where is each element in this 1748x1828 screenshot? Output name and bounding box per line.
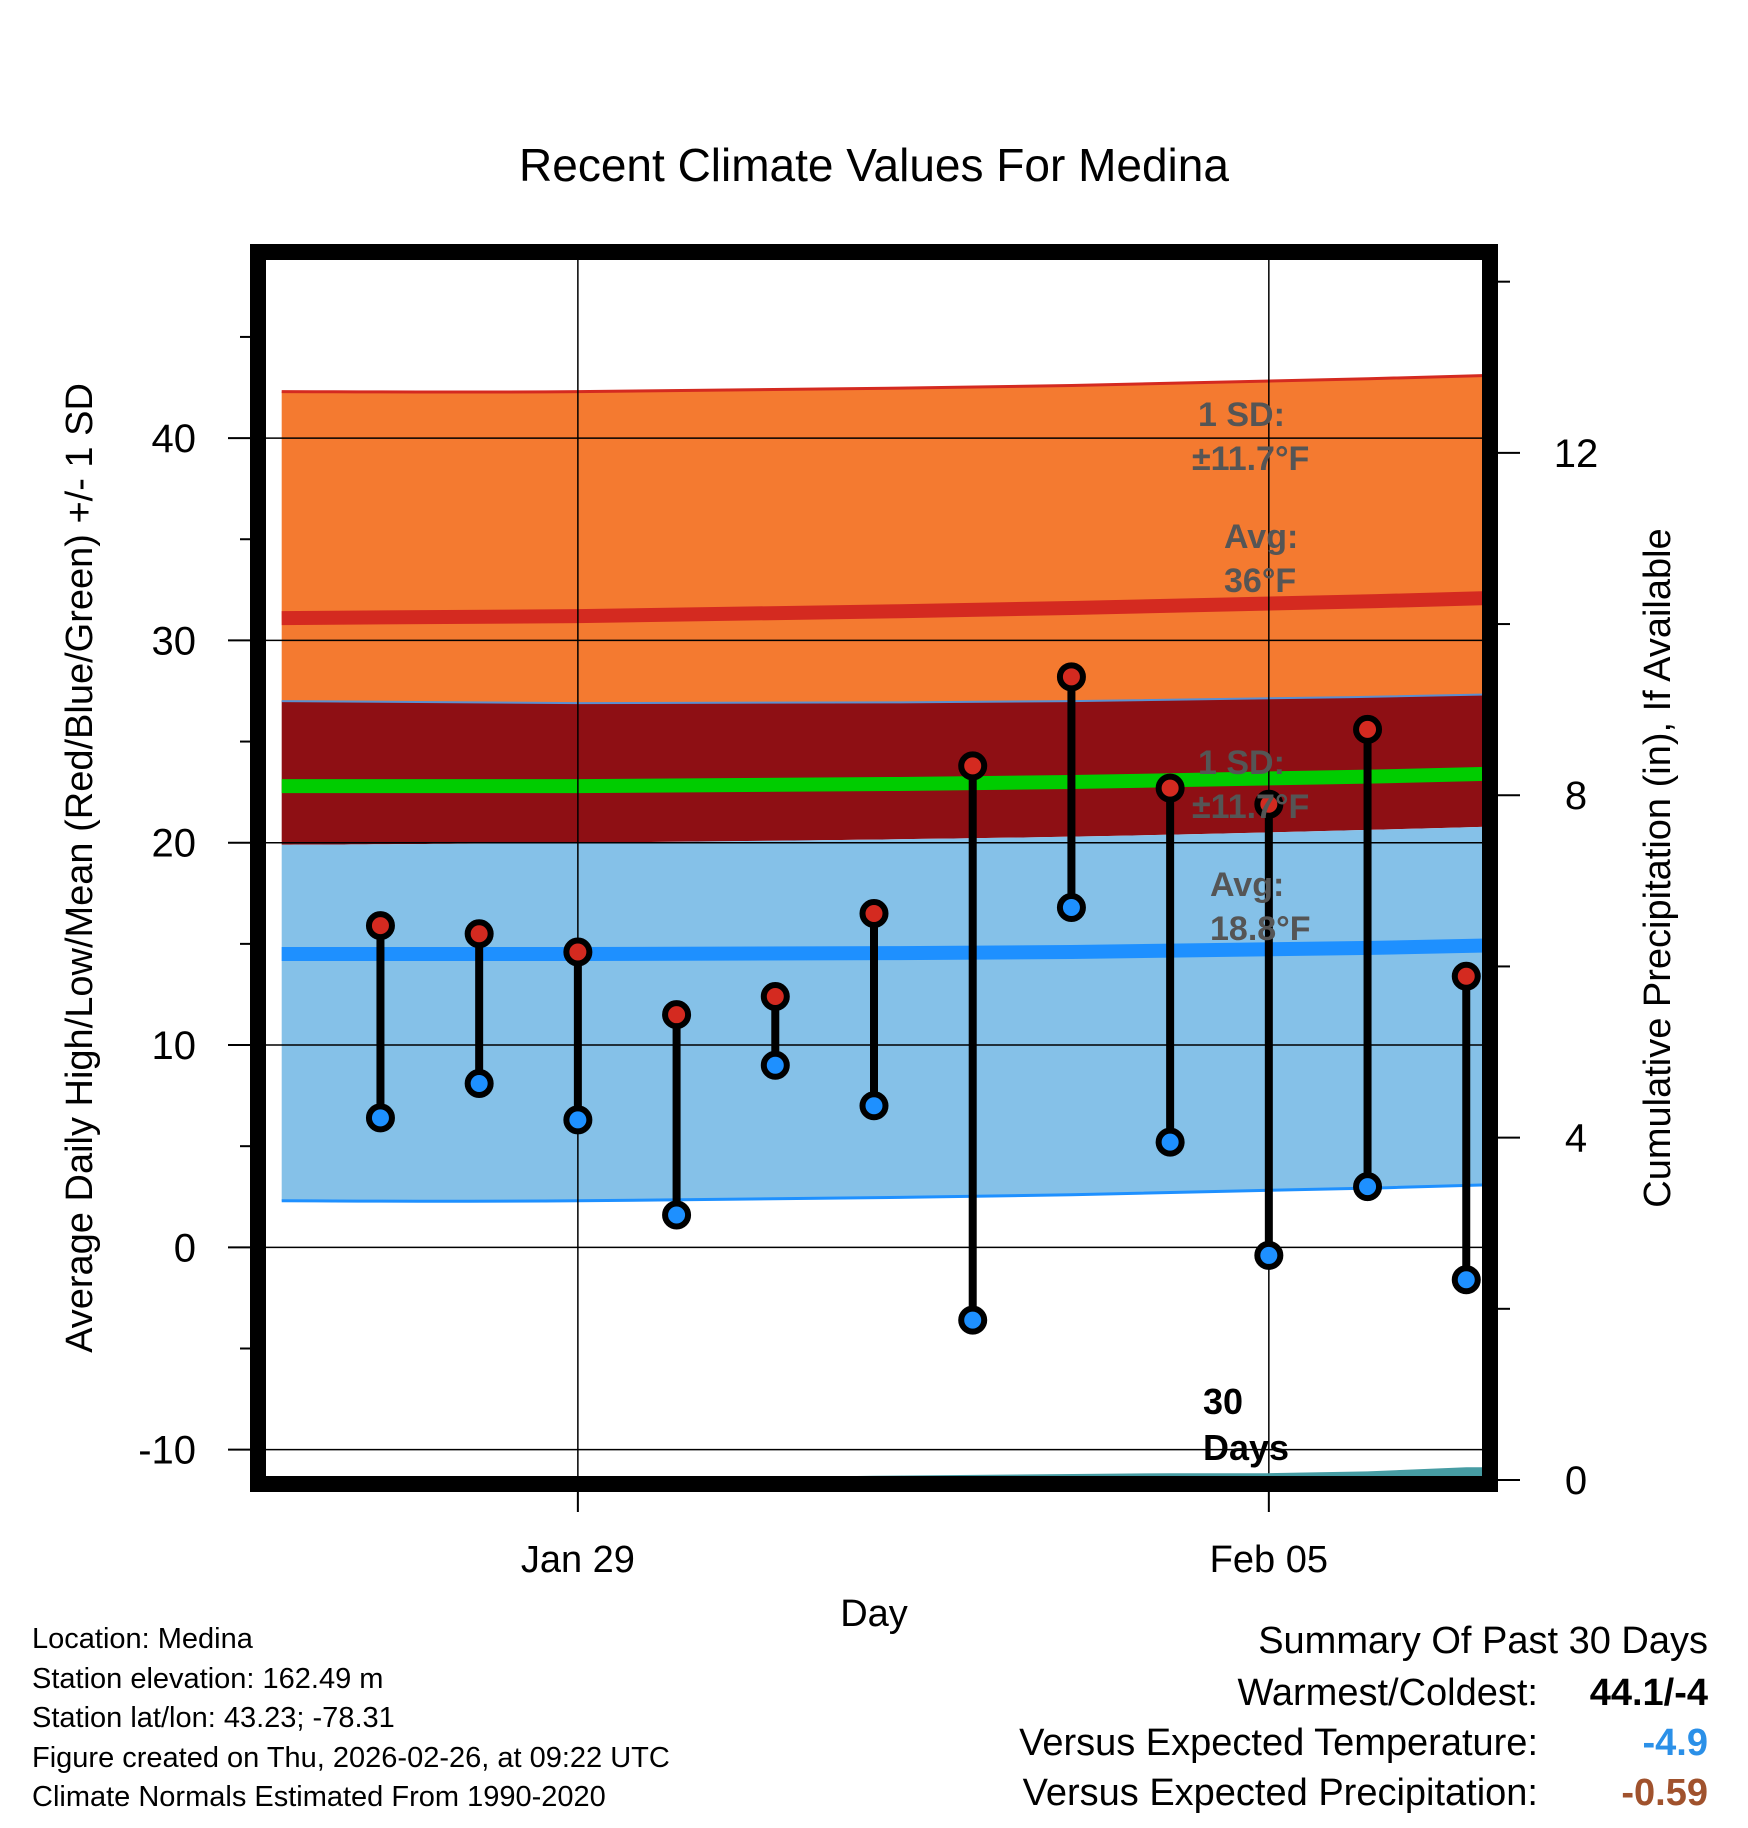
y-axis-label: Average Daily High/Low/Mean (Red/Blue/Gr…: [59, 383, 101, 1353]
days-label-number: 30: [1203, 1381, 1243, 1422]
normal-bands: [281, 374, 1486, 1203]
low-lower-line: [281, 1183, 1486, 1203]
low-marker: [1353, 1172, 1383, 1202]
low-marker: [1254, 1240, 1284, 1270]
annotation-layer: 1 SD: ±11.7°F Avg: 36°F 1 SD: ±11.7°F Av…: [1192, 396, 1311, 1468]
low-marker: [859, 1091, 889, 1121]
low-sd-label: 1 SD:: [1198, 744, 1285, 782]
y-tick-label: 40: [152, 417, 197, 461]
y2-axis-label: Cumulative Precipitation (in), If Availa…: [1637, 528, 1679, 1207]
elevation-text: Station elevation: 162.49 m: [32, 1662, 384, 1695]
low-marker: [1652, 1317, 1675, 1340]
precip-label: Versus Expected Precipitation:: [1022, 1772, 1538, 1814]
low-mean-line: [281, 938, 1486, 962]
high-sd-label: 1 SD:: [1198, 396, 1285, 434]
x-tick-label: Feb 05: [1210, 1539, 1328, 1581]
high-marker: [760, 981, 790, 1011]
days-label-text: Days: [1203, 1427, 1289, 1468]
high-avg-label: Avg:: [1224, 518, 1298, 556]
y-tick-label: 10: [152, 1024, 197, 1068]
low-marker: [1553, 1270, 1576, 1293]
created-text: Figure created on Thu, 2026-02-26, at 09…: [32, 1741, 670, 1774]
temp-value: -4.9: [1642, 1722, 1708, 1764]
high-marker: [1353, 714, 1383, 744]
station-info: Location: Medina Station elevation: 162.…: [32, 1620, 670, 1818]
summary-row-warmest: Warmest/Coldest: 44.1/-4: [1019, 1672, 1708, 1722]
temp-label: Versus Expected Temperature:: [1019, 1722, 1538, 1764]
y2-tick-label: 4: [1565, 1117, 1587, 1161]
summary-title: Summary Of Past 30 Days: [1258, 1620, 1708, 1662]
high-marker: [1155, 773, 1185, 803]
plot-area: 1 SD: ±11.7°F Avg: 36°F 1 SD: ±11.7°F Av…: [262, 256, 1675, 1480]
low-marker: [1056, 892, 1086, 922]
y-tick-label: -10: [138, 1429, 196, 1473]
low-marker: [1451, 1265, 1481, 1295]
summary-row-precip: Versus Expected Precipitation: -0.59: [1019, 1772, 1708, 1822]
location-text: Location: Medina: [32, 1623, 253, 1655]
chart-title: Recent Climate Values For Medina: [519, 139, 1229, 191]
high-sd-value: ±11.7°F: [1192, 440, 1309, 478]
y-tick-label: 20: [152, 822, 197, 866]
high-mean-line: [281, 591, 1486, 626]
normals-text: Climate Normals Estimated From 1990-2020: [32, 1781, 606, 1813]
low-marker: [563, 1105, 593, 1135]
high-marker: [1056, 662, 1086, 692]
low-marker: [760, 1050, 790, 1080]
low-sd-value: ±11.7°F: [1192, 788, 1309, 826]
warmest-label: Warmest/Coldest:: [1237, 1672, 1538, 1714]
y-tick-label: 30: [152, 619, 197, 663]
precip-value: -0.59: [1621, 1772, 1708, 1814]
low-marker: [365, 1103, 395, 1133]
low-marker: [662, 1200, 692, 1230]
high-marker: [464, 919, 494, 949]
high-marker: [859, 899, 889, 929]
warmest-value: 44.1/-4: [1589, 1672, 1708, 1714]
mean-sd-band: [281, 694, 1486, 845]
high-marker: [662, 1000, 692, 1030]
high-marker: [1553, 1084, 1576, 1107]
y2-tick-label: 8: [1565, 774, 1587, 818]
mean-upper-line: [281, 693, 1486, 705]
y-tick-label: 0: [174, 1226, 196, 1270]
observation-layer: [365, 662, 1675, 1340]
high-marker: [958, 751, 988, 781]
mean-line: [281, 766, 1486, 794]
high-marker: [1254, 789, 1284, 819]
y2-tick-label: 0: [1565, 1459, 1587, 1503]
latlon-text: Station lat/lon: 43.23; -78.31: [32, 1702, 395, 1734]
high-avg-value: 36°F: [1224, 562, 1296, 600]
low-marker: [958, 1305, 988, 1335]
high-marker: [563, 937, 593, 967]
plot-frame: [250, 244, 1498, 1492]
summary-row-temp: Versus Expected Temperature: -4.9: [1019, 1722, 1708, 1772]
low-avg-label: Avg:: [1210, 866, 1284, 904]
summary-panel: Summary Of Past 30 Days Warmest/Coldest:…: [1019, 1620, 1708, 1822]
x-tick-label: Jan 29: [521, 1539, 635, 1581]
grid-lines: [262, 256, 1486, 1480]
high-marker: [365, 911, 395, 941]
y2-tick-label: 12: [1554, 432, 1599, 476]
low-avg-value: 18.8°F: [1210, 910, 1311, 948]
low-marker: [1155, 1127, 1185, 1157]
high-upper-line: [281, 374, 1486, 394]
x-axis-label: Day: [840, 1593, 908, 1635]
low-marker: [464, 1068, 494, 1098]
high-marker: [1451, 961, 1481, 991]
